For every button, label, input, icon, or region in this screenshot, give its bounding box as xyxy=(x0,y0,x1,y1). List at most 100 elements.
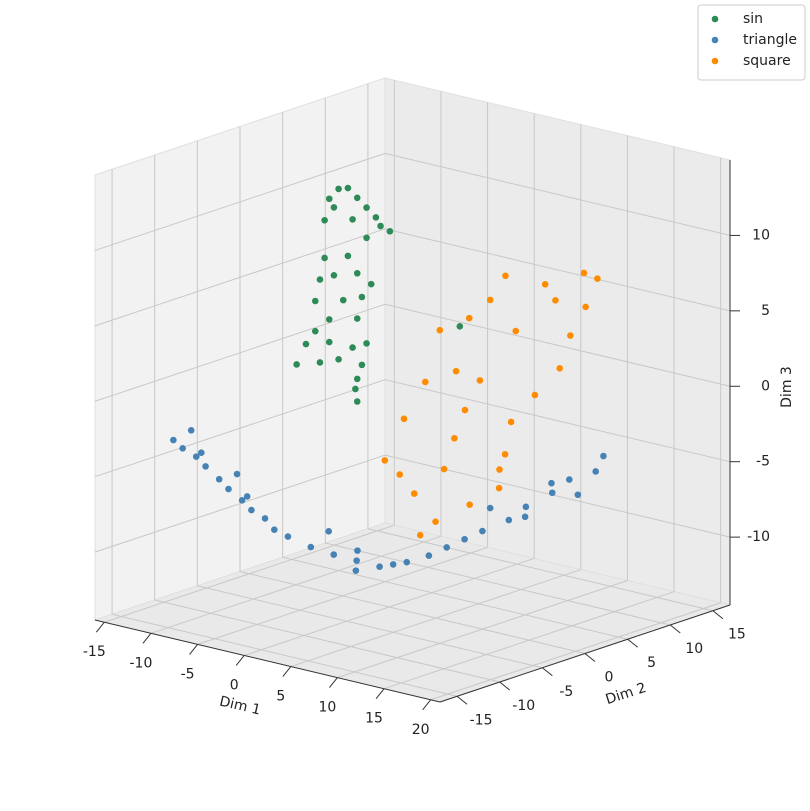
point xyxy=(353,375,361,383)
y-tick-label: 0 xyxy=(605,670,614,686)
legend-label: sin xyxy=(743,11,763,27)
point xyxy=(198,449,205,457)
x-tick-label: 10 xyxy=(319,700,337,716)
point xyxy=(396,471,404,478)
point xyxy=(187,427,195,434)
point xyxy=(502,272,509,280)
point xyxy=(386,227,394,235)
point xyxy=(353,557,360,564)
point xyxy=(372,214,380,221)
x-tick xyxy=(422,699,432,711)
grid-line xyxy=(94,152,386,251)
point xyxy=(363,340,370,347)
point xyxy=(358,361,366,369)
grid xyxy=(94,80,731,701)
point xyxy=(377,222,384,230)
point xyxy=(440,465,448,473)
point xyxy=(580,269,588,277)
point xyxy=(456,323,464,330)
grid-line xyxy=(94,454,386,553)
x-tick-label: -5 xyxy=(181,666,195,682)
point xyxy=(425,552,433,559)
point xyxy=(465,314,473,322)
point xyxy=(552,297,559,304)
point xyxy=(461,535,468,543)
x-tick-label: -10 xyxy=(130,655,153,671)
point xyxy=(381,457,389,464)
x-tick-label: 20 xyxy=(412,722,430,738)
y-tick-label: -5 xyxy=(559,684,573,700)
back-right-pane xyxy=(384,77,731,606)
x-tick xyxy=(375,688,385,700)
point xyxy=(522,503,530,511)
point xyxy=(501,450,509,458)
point xyxy=(566,476,573,483)
legend-marker xyxy=(711,36,719,44)
z-tick-label: 5 xyxy=(761,303,770,319)
point xyxy=(354,547,361,554)
point xyxy=(548,489,556,497)
point xyxy=(421,378,429,386)
point xyxy=(541,281,549,288)
point xyxy=(311,297,319,305)
point xyxy=(349,216,356,223)
point xyxy=(192,453,200,460)
point xyxy=(486,504,494,512)
point xyxy=(233,470,241,478)
point xyxy=(600,452,607,460)
point xyxy=(202,463,209,470)
axes: -15 -10 -5 0 5 10 15 20 -15 -10 -5 0 5 10 15 -10 -5 0 5 10 xyxy=(83,160,770,738)
grid-line xyxy=(239,571,586,654)
point xyxy=(592,468,599,475)
point xyxy=(403,558,411,566)
grid-line xyxy=(282,556,628,640)
z-tick-label: 0 xyxy=(761,378,770,394)
point xyxy=(410,490,418,497)
point xyxy=(330,271,338,279)
point xyxy=(531,391,539,399)
point xyxy=(330,204,338,211)
point xyxy=(307,543,315,551)
point xyxy=(325,195,333,203)
y-tick xyxy=(584,653,596,662)
point xyxy=(496,466,503,473)
x-tick-label: 5 xyxy=(276,689,285,705)
point xyxy=(352,567,360,574)
point xyxy=(325,528,332,535)
point xyxy=(582,303,589,311)
point xyxy=(363,234,370,242)
legend-marker xyxy=(711,15,719,23)
x-axis-line xyxy=(94,619,441,703)
point xyxy=(344,184,352,192)
point xyxy=(248,506,255,514)
point xyxy=(284,533,292,540)
legend-box xyxy=(697,4,806,81)
point xyxy=(215,475,223,483)
y-tick xyxy=(499,681,511,691)
grid-line xyxy=(197,585,543,669)
x-tick xyxy=(189,644,198,655)
legend-label: triangle xyxy=(743,32,797,48)
point xyxy=(574,491,582,499)
z-tick-label: -5 xyxy=(756,454,770,470)
point xyxy=(225,485,232,493)
point xyxy=(432,518,439,525)
z-tick-label: -10 xyxy=(747,529,770,545)
x-tick-label: 0 xyxy=(230,677,239,693)
point xyxy=(335,185,342,193)
point xyxy=(556,364,564,372)
point xyxy=(548,479,555,487)
y-tick-label: 5 xyxy=(647,655,656,671)
point xyxy=(416,531,424,539)
point xyxy=(443,544,451,551)
point xyxy=(466,501,473,508)
z-axis-label: Dim 3 xyxy=(779,366,795,408)
point xyxy=(179,444,186,452)
point xyxy=(271,526,278,534)
point xyxy=(330,551,338,558)
grid-line xyxy=(384,152,731,236)
point xyxy=(325,316,333,323)
points xyxy=(170,184,607,574)
grid-line xyxy=(94,379,386,478)
